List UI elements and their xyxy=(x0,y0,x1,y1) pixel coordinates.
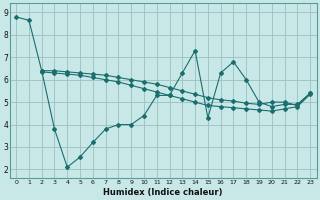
X-axis label: Humidex (Indice chaleur): Humidex (Indice chaleur) xyxy=(103,188,223,197)
